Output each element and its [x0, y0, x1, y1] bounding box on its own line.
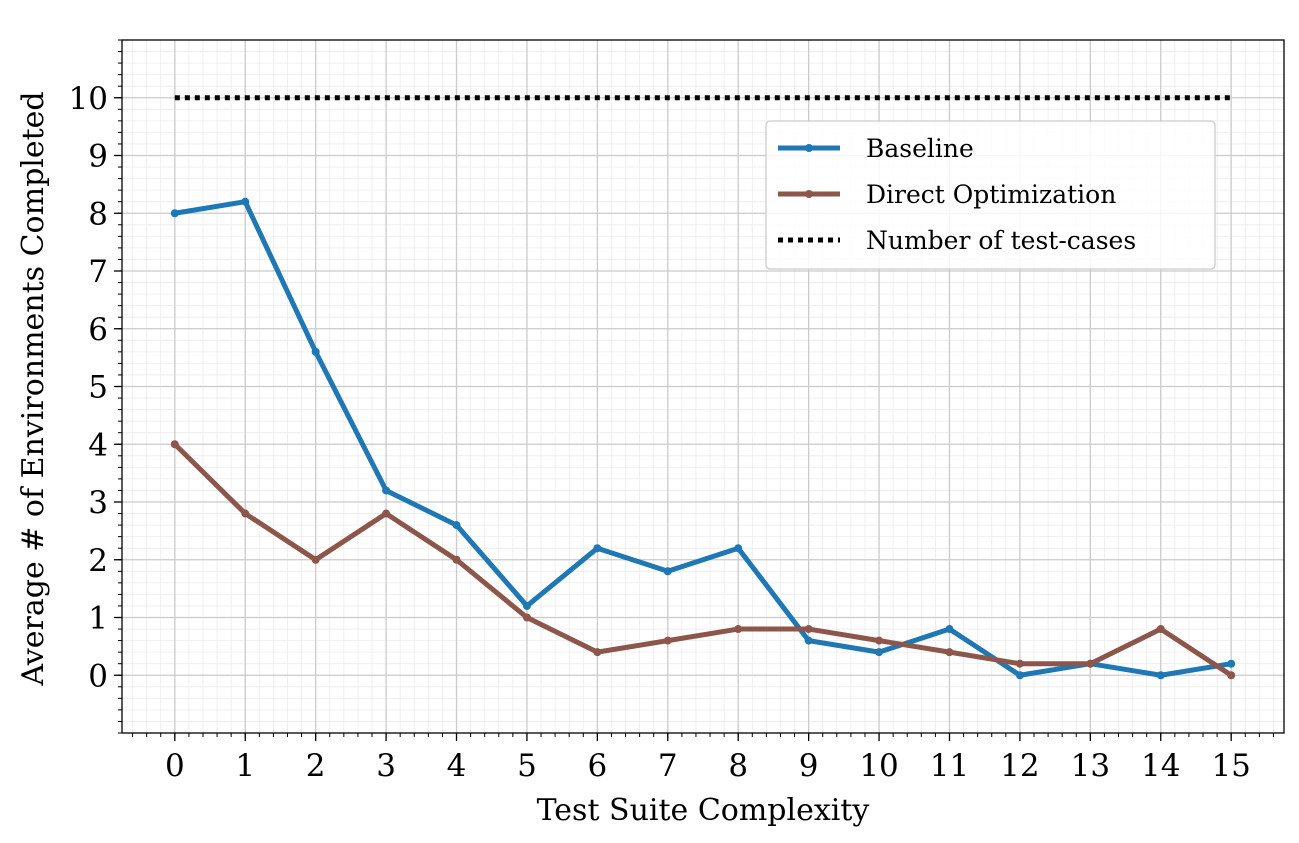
data-point-baseline	[170, 209, 179, 218]
data-point-direct-optimization	[382, 509, 391, 518]
data-point-baseline	[663, 567, 672, 576]
y-axis-label: Average # of Environments Completed	[16, 91, 51, 686]
x-tick-label: 13	[1071, 748, 1110, 784]
x-tick-label: 0	[165, 748, 185, 784]
series-line-baseline	[172, 199, 1234, 678]
x-tick-label: 6	[587, 748, 607, 784]
data-point-direct-optimization	[1086, 659, 1095, 668]
data-point-baseline	[1156, 671, 1165, 680]
series-layer	[170, 95, 1236, 680]
data-point-direct-optimization	[1227, 671, 1236, 680]
y-tick-label: 2	[88, 543, 108, 579]
data-point-baseline	[241, 197, 250, 206]
data-point-direct-optimization	[875, 636, 884, 645]
data-point-direct-optimization	[945, 648, 954, 657]
data-point-direct-optimization	[522, 613, 531, 622]
x-tick-label: 1	[235, 748, 255, 784]
y-tick-label: 7	[88, 254, 108, 290]
data-point-direct-optimization	[452, 555, 461, 564]
series-line-direct-optimization	[172, 441, 1234, 678]
x-tick-label: 5	[517, 748, 537, 784]
x-tick-label: 10	[859, 748, 898, 784]
x-tick-label: 14	[1141, 748, 1180, 784]
legend-marker-direct-optimization	[805, 190, 813, 198]
data-point-baseline	[522, 601, 531, 610]
data-point-baseline	[593, 544, 602, 553]
x-tick-label: 12	[1000, 748, 1039, 784]
data-point-baseline	[452, 521, 461, 530]
y-tick-label: 9	[88, 139, 108, 175]
legend-label-test-cases: Number of test-cases	[866, 226, 1136, 255]
legend: Baseline Direct Optimization Number of t…	[765, 120, 1216, 270]
data-point-baseline	[1015, 671, 1024, 680]
data-point-direct-optimization	[311, 555, 320, 564]
data-point-baseline	[804, 636, 813, 645]
x-tick-label: 9	[799, 748, 819, 784]
legend-label-direct-optimization: Direct Optimization	[866, 180, 1116, 209]
y-tick-label: 4	[88, 427, 108, 463]
x-tick-label: 4	[447, 748, 467, 784]
legend-marker-baseline	[805, 144, 813, 152]
data-point-baseline	[945, 625, 954, 634]
x-tick-label: 3	[376, 748, 396, 784]
x-tick-label: 11	[930, 748, 969, 784]
data-point-direct-optimization	[734, 625, 743, 634]
y-tick-label: 3	[88, 485, 108, 521]
y-tick-label: 1	[88, 601, 108, 637]
y-tick-label: 8	[88, 196, 108, 232]
data-point-baseline	[311, 347, 320, 356]
data-point-direct-optimization	[593, 648, 602, 657]
data-point-direct-optimization	[663, 636, 672, 645]
x-tick-label: 7	[658, 748, 678, 784]
legend-box	[765, 120, 1216, 270]
data-point-direct-optimization	[170, 440, 179, 449]
x-tick-label: 8	[728, 748, 748, 784]
data-point-baseline	[875, 648, 884, 657]
y-tick-label: 10	[69, 81, 108, 117]
legend-label-baseline: Baseline	[866, 134, 974, 163]
y-tick-label: 5	[88, 370, 108, 406]
x-tick-label: 2	[306, 748, 326, 784]
data-point-direct-optimization	[1156, 625, 1165, 634]
x-axis-label: Test Suite Complexity	[537, 793, 870, 828]
y-tick-label: 6	[88, 312, 108, 348]
data-point-direct-optimization	[804, 625, 813, 634]
y-tick-label: 0	[88, 658, 108, 694]
data-point-baseline	[382, 486, 391, 495]
x-tick-label: 15	[1211, 748, 1250, 784]
data-point-baseline	[1227, 659, 1236, 668]
data-point-direct-optimization	[1015, 659, 1024, 668]
data-point-baseline	[734, 544, 743, 553]
data-point-direct-optimization	[241, 509, 250, 518]
